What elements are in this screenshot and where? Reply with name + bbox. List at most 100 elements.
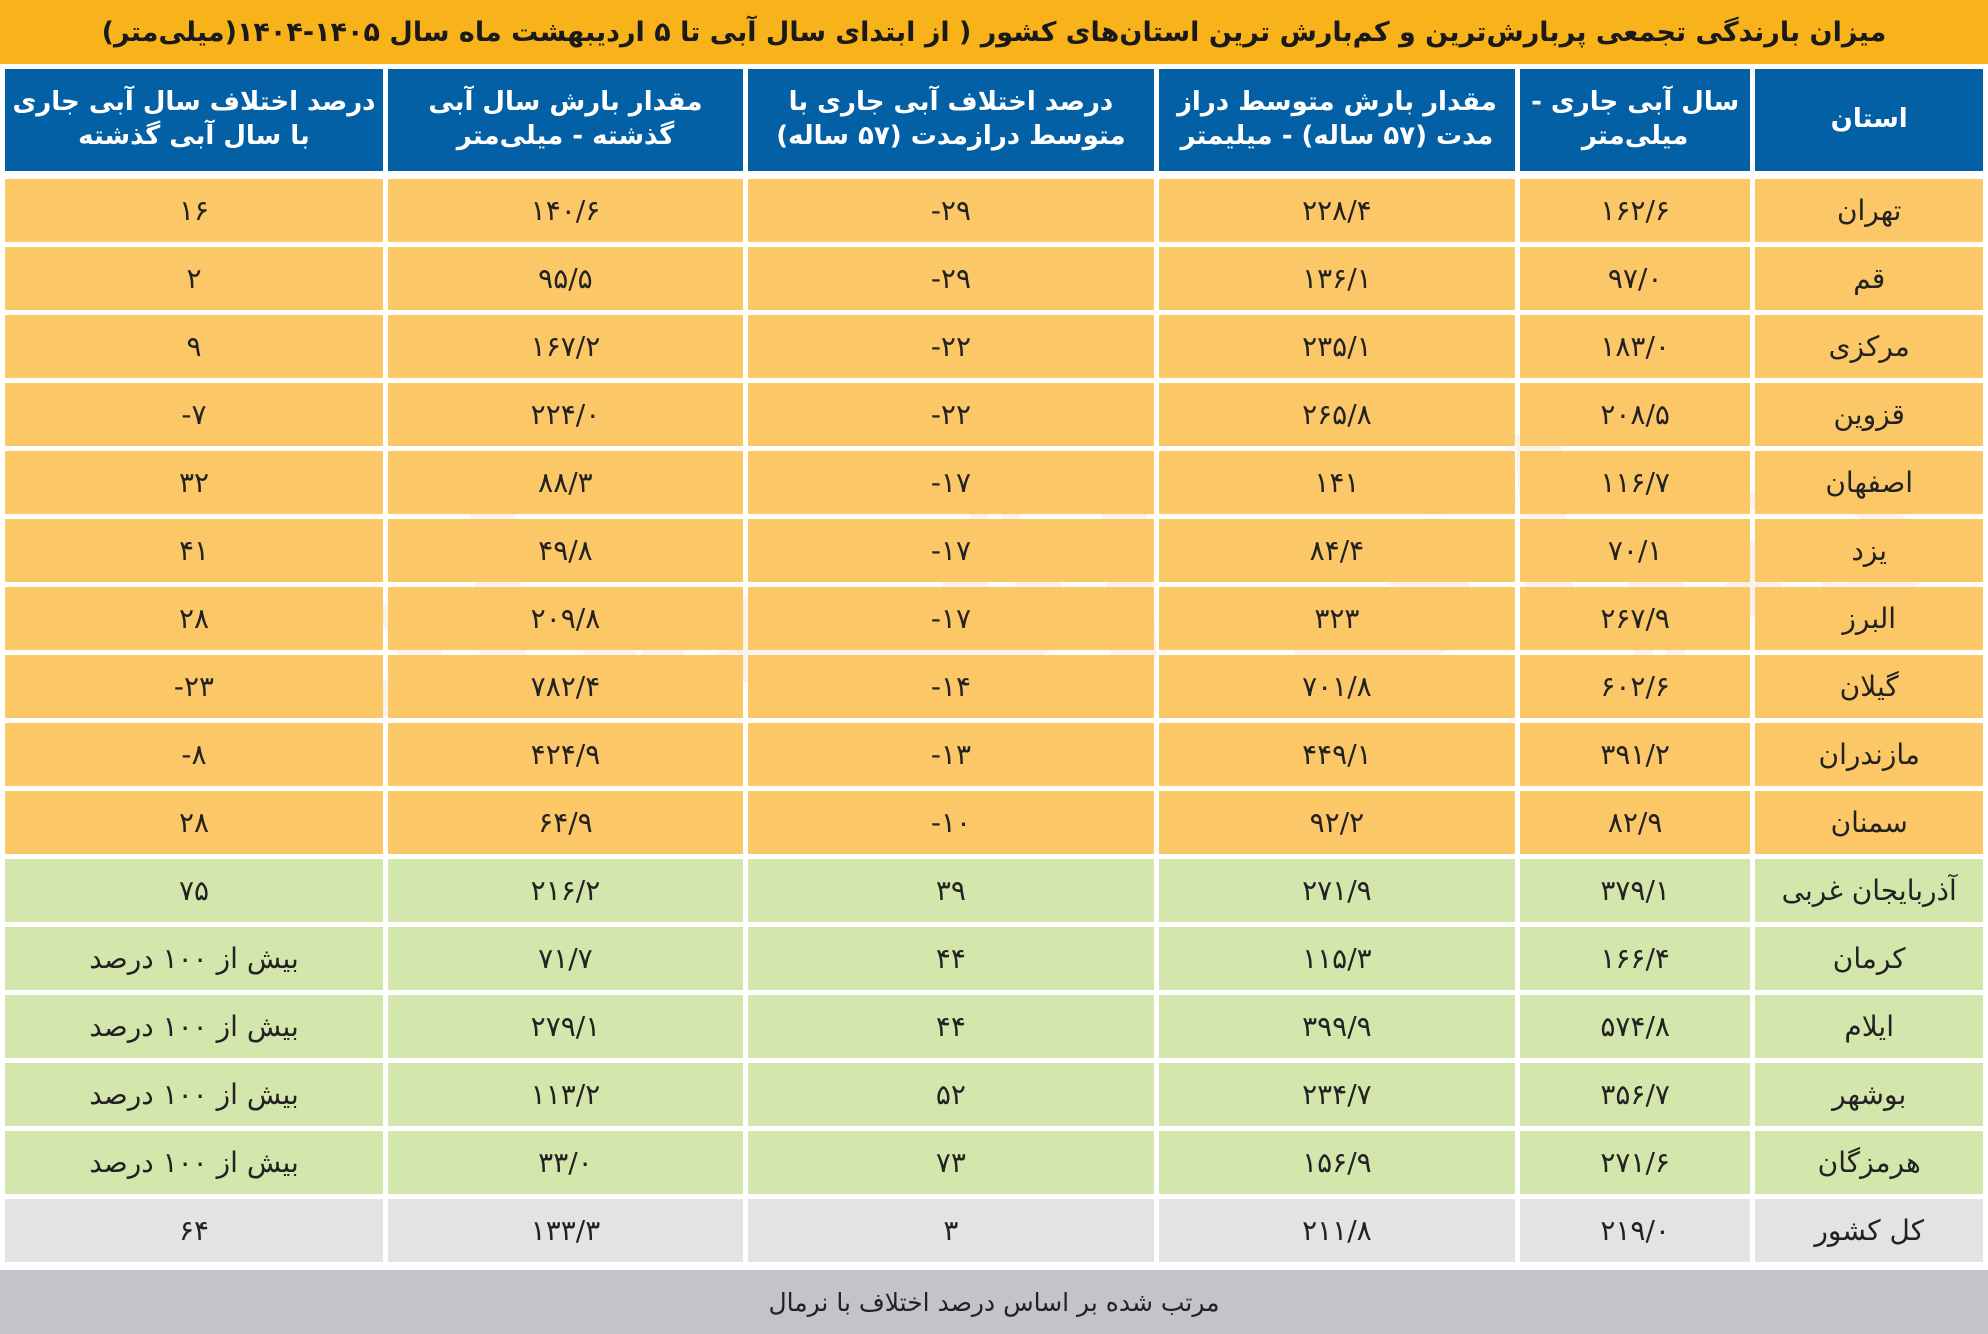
province-cell: بوشهر [1755,1063,1983,1126]
long-term-average-cell: ۴۴۹/۱ [1158,723,1515,786]
previous-year-cell: ۴۲۴/۹ [388,723,743,786]
table-row-low: مازندران ۳۹۱/۲ ۴۴۹/۱ -۱۳ ۴۲۴/۹ -۸ [5,723,1983,786]
previous-year-cell: ۲۷۹/۱ [388,995,743,1058]
current-year-cell: ۲۰۸/۵ [1519,383,1751,446]
province-cell: تهران [1755,179,1983,242]
current-year-cell: ۱۸۳/۰ [1519,315,1751,378]
current-year-cell: ۳۵۶/۷ [1519,1063,1751,1126]
diff-vs-previous-cell: -۷ [5,383,383,446]
diff-vs-previous-cell: ۲ [5,247,383,310]
current-year-cell: ۱۱۶/۷ [1519,451,1751,514]
diff-vs-average-cell: -۱۷ [747,519,1154,582]
table-row-low: البرز ۲۶۷/۹ ۳۲۳ -۱۷ ۲۰۹/۸ ۲۸ [5,587,1983,650]
header-province: استان [1755,69,1983,174]
diff-vs-previous-cell: ۹ [5,315,383,378]
current-year-cell: ۸۲/۹ [1519,791,1751,854]
current-year-cell: ۱۶۲/۶ [1519,179,1751,242]
previous-year-cell: ۲۰۹/۸ [388,587,743,650]
header-diff-vs-previous: درصد اختلاف سال آبی جاری با سال آبی گذشت… [5,69,383,174]
chart-title: میزان بارندگی تجمعی پربارش‌ترین و کم‌بار… [0,0,1988,64]
province-cell: قزوین [1755,383,1983,446]
province-cell: کل کشور [1755,1199,1983,1262]
current-year-cell: ۳۷۹/۱ [1519,859,1751,922]
current-year-cell: ۵۷۴/۸ [1519,995,1751,1058]
long-term-average-cell: ۱۴۱ [1158,451,1515,514]
long-term-average-cell: ۷۰۱/۸ [1158,655,1515,718]
long-term-average-cell: ۱۵۶/۹ [1158,1131,1515,1194]
previous-year-cell: ۹۵/۵ [388,247,743,310]
header-previous-year: مقدار بارش سال آبی گذشته - میلی‌متر [388,69,743,174]
current-year-cell: ۳۹۱/۲ [1519,723,1751,786]
long-term-average-cell: ۹۲/۲ [1158,791,1515,854]
long-term-average-cell: ۲۳۴/۷ [1158,1063,1515,1126]
diff-vs-previous-cell: بیش از ۱۰۰ درصد [5,1131,383,1194]
diff-vs-previous-cell: ۲۸ [5,587,383,650]
diff-vs-average-cell: -۲۲ [747,315,1154,378]
province-cell: قم [1755,247,1983,310]
long-term-average-cell: ۱۳۶/۱ [1158,247,1515,310]
province-cell: مرکزی [1755,315,1983,378]
table-row-low: تهران ۱۶۲/۶ ۲۲۸/۴ -۲۹ ۱۴۰/۶ ۱۶ [5,179,1983,242]
previous-year-cell: ۱۱۳/۲ [388,1063,743,1126]
table-row-high: ایلام ۵۷۴/۸ ۳۹۹/۹ ۴۴ ۲۷۹/۱ بیش از ۱۰۰ درصد [5,995,1983,1058]
diff-vs-previous-cell: ۱۶ [5,179,383,242]
diff-vs-average-cell: -۱۷ [747,451,1154,514]
previous-year-cell: ۱۳۳/۳ [388,1199,743,1262]
previous-year-cell: ۱۴۰/۶ [388,179,743,242]
sort-note: مرتب شده بر اساس درصد اختلاف با نرمال [0,1270,1988,1334]
table-row-high: بوشهر ۳۵۶/۷ ۲۳۴/۷ ۵۲ ۱۱۳/۲ بیش از ۱۰۰ درصد [5,1063,1983,1126]
province-cell: البرز [1755,587,1983,650]
previous-year-cell: ۲۲۴/۰ [388,383,743,446]
current-year-cell: ۷۰/۱ [1519,519,1751,582]
diff-vs-previous-cell: ۳۲ [5,451,383,514]
previous-year-cell: ۶۴/۹ [388,791,743,854]
long-term-average-cell: ۱۱۵/۳ [1158,927,1515,990]
diff-vs-previous-cell: ۴۱ [5,519,383,582]
previous-year-cell: ۸۸/۳ [388,451,743,514]
diff-vs-average-cell: -۱۳ [747,723,1154,786]
diff-vs-previous-cell: -۲۳ [5,655,383,718]
diff-vs-average-cell: -۱۷ [747,587,1154,650]
diff-vs-previous-cell: -۸ [5,723,383,786]
previous-year-cell: ۱۶۷/۲ [388,315,743,378]
current-year-cell: ۲۱۹/۰ [1519,1199,1751,1262]
diff-vs-previous-cell: ۷۵ [5,859,383,922]
table-header-row: استان سال آبی جاری - میلی‌متر مقدار بارش… [5,69,1983,174]
current-year-cell: ۹۷/۰ [1519,247,1751,310]
current-year-cell: ۶۰۲/۶ [1519,655,1751,718]
province-cell: سمنان [1755,791,1983,854]
current-year-cell: ۲۷۱/۶ [1519,1131,1751,1194]
province-cell: هرمزگان [1755,1131,1983,1194]
diff-vs-previous-cell: ۶۴ [5,1199,383,1262]
header-current-year: سال آبی جاری - میلی‌متر [1519,69,1751,174]
province-cell: یزد [1755,519,1983,582]
diff-vs-average-cell: ۵۲ [747,1063,1154,1126]
diff-vs-average-cell: -۲۹ [747,179,1154,242]
previous-year-cell: ۲۱۶/۲ [388,859,743,922]
header-long-term-average: مقدار بارش متوسط دراز مدت (۵۷ ساله) - می… [1158,69,1515,174]
table-row-total: کل کشور ۲۱۹/۰ ۲۱۱/۸ ۳ ۱۳۳/۳ ۶۴ [5,1199,1983,1262]
header-diff-vs-average: درصد اختلاف آبی جاری با متوسط درازمدت (۵… [747,69,1154,174]
long-term-average-cell: ۳۹۹/۹ [1158,995,1515,1058]
long-term-average-cell: ۸۴/۴ [1158,519,1515,582]
table-row-low: اصفهان ۱۱۶/۷ ۱۴۱ -۱۷ ۸۸/۳ ۳۲ [5,451,1983,514]
diff-vs-average-cell: ۴۴ [747,995,1154,1058]
table-row-low: مرکزی ۱۸۳/۰ ۲۳۵/۱ -۲۲ ۱۶۷/۲ ۹ [5,315,1983,378]
diff-vs-average-cell: -۱۴ [747,655,1154,718]
current-year-cell: ۲۶۷/۹ [1519,587,1751,650]
province-cell: ایلام [1755,995,1983,1058]
previous-year-cell: ۴۹/۸ [388,519,743,582]
diff-vs-average-cell: -۲۹ [747,247,1154,310]
province-cell: اصفهان [1755,451,1983,514]
diff-vs-average-cell: -۱۰ [747,791,1154,854]
table-row-low: سمنان ۸۲/۹ ۹۲/۲ -۱۰ ۶۴/۹ ۲۸ [5,791,1983,854]
table-body: تهران ۱۶۲/۶ ۲۲۸/۴ -۲۹ ۱۴۰/۶ ۱۶ قم ۹۷/۰ ۱۳۶/۱ -۲۹ ۹… [5,179,1983,1262]
diff-vs-average-cell: ۳ [747,1199,1154,1262]
long-term-average-cell: ۲۳۵/۱ [1158,315,1515,378]
diff-vs-previous-cell: بیش از ۱۰۰ درصد [5,1063,383,1126]
diff-vs-average-cell: ۳۹ [747,859,1154,922]
province-cell: گیلان [1755,655,1983,718]
long-term-average-cell: ۳۲۳ [1158,587,1515,650]
previous-year-cell: ۳۳/۰ [388,1131,743,1194]
diff-vs-average-cell: ۷۳ [747,1131,1154,1194]
